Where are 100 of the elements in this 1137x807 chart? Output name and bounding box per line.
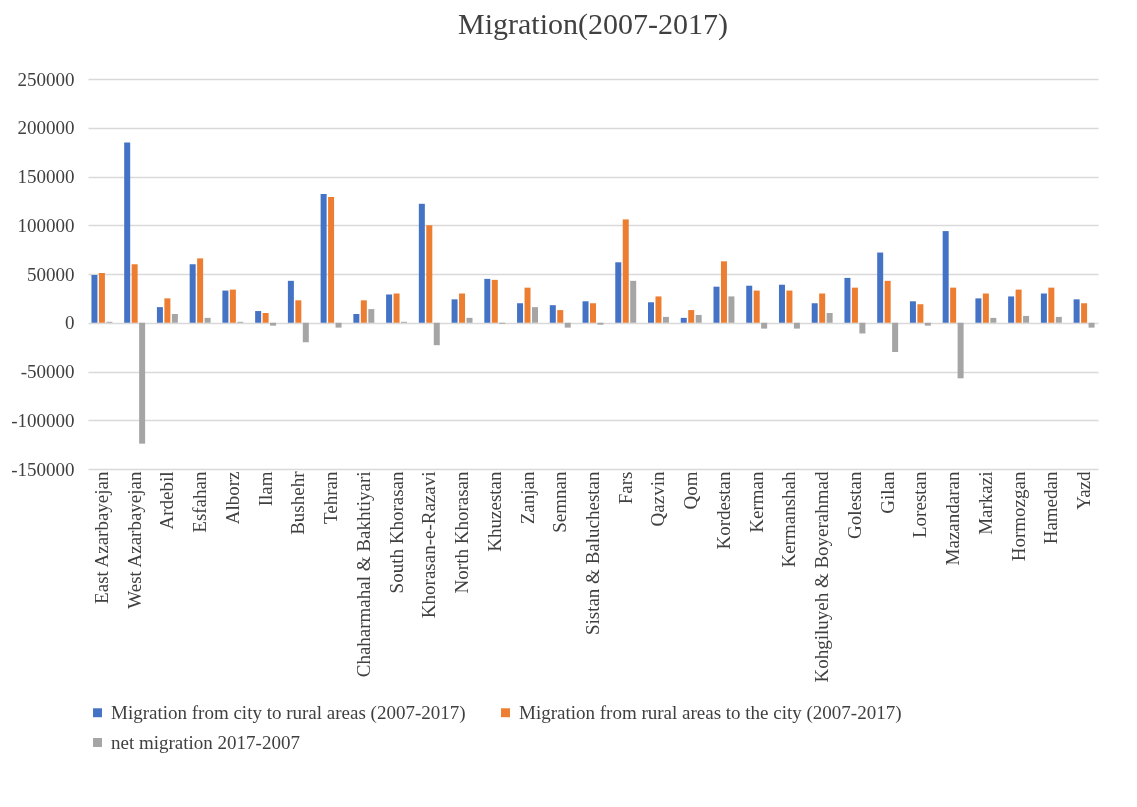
bar bbox=[1055, 316, 1062, 323]
x-tick-label: Qom bbox=[680, 471, 702, 510]
x-tick-label: Hamedan bbox=[1040, 471, 1062, 545]
bar bbox=[287, 280, 294, 323]
x-tick-label: Hormozgan bbox=[1007, 471, 1029, 562]
y-tick-label: -100000 bbox=[11, 409, 75, 431]
y-tick-label: 0 bbox=[65, 312, 75, 334]
bar bbox=[204, 317, 211, 323]
bar bbox=[131, 264, 138, 323]
y-tick-label: 250000 bbox=[17, 68, 75, 90]
bar bbox=[1015, 289, 1022, 323]
bar bbox=[491, 279, 498, 323]
bar bbox=[156, 307, 163, 323]
bar bbox=[433, 322, 440, 346]
x-tick-label: Sistan & Baluchestan bbox=[582, 471, 603, 636]
bar bbox=[564, 322, 571, 328]
bar bbox=[761, 322, 768, 329]
bar bbox=[778, 284, 785, 323]
x-tick-label: Gilan bbox=[876, 471, 898, 514]
bar bbox=[590, 303, 596, 323]
bar bbox=[859, 322, 866, 334]
bar bbox=[1048, 287, 1055, 323]
bar bbox=[353, 313, 360, 323]
bar bbox=[924, 322, 931, 326]
bar bbox=[688, 310, 695, 323]
bar bbox=[1040, 293, 1047, 323]
bar bbox=[909, 301, 916, 323]
x-tick-label: Tehran bbox=[320, 471, 342, 524]
bar bbox=[255, 311, 262, 323]
legend-label: Migration from rural areas to the city (2007-2017) bbox=[519, 701, 902, 724]
y-tick-label: 150000 bbox=[17, 166, 75, 187]
bar bbox=[531, 307, 538, 323]
bar bbox=[466, 317, 473, 323]
bar bbox=[139, 322, 146, 444]
bar bbox=[418, 203, 425, 323]
bar bbox=[335, 322, 342, 328]
x-tick-label: Bushehr bbox=[287, 470, 309, 535]
x-tick-label: East Azarbayejan bbox=[90, 471, 112, 604]
y-tick-label: 100000 bbox=[17, 214, 75, 236]
x-tick-label: South Khorasan bbox=[385, 471, 407, 594]
bar bbox=[793, 322, 800, 329]
bar bbox=[786, 290, 793, 323]
bar bbox=[746, 285, 753, 323]
bar bbox=[557, 310, 564, 323]
x-tick-label: Fars bbox=[614, 471, 636, 505]
x-tick-label: Khorasan-e-Razavi bbox=[418, 471, 440, 619]
bar bbox=[386, 294, 393, 323]
y-tick-label: 50000 bbox=[27, 263, 75, 285]
bar bbox=[360, 300, 367, 323]
bar bbox=[171, 313, 178, 323]
x-tick-label: Ardebil bbox=[156, 471, 178, 530]
bar bbox=[695, 314, 702, 323]
bar bbox=[728, 296, 735, 323]
bar bbox=[459, 293, 466, 323]
bar bbox=[957, 322, 964, 379]
bar bbox=[851, 287, 858, 323]
bar bbox=[877, 252, 884, 323]
bar bbox=[720, 261, 727, 323]
y-tick-label: 200000 bbox=[17, 117, 75, 139]
bar bbox=[975, 298, 982, 323]
bar bbox=[1023, 315, 1030, 323]
bar bbox=[189, 264, 196, 323]
y-tick-label: -50000 bbox=[20, 361, 75, 382]
x-tick-label: Golestan bbox=[843, 471, 865, 540]
bar bbox=[826, 313, 833, 323]
bar bbox=[680, 317, 687, 323]
bar bbox=[91, 274, 98, 323]
bar bbox=[615, 262, 622, 323]
bar bbox=[622, 219, 629, 323]
bar bbox=[811, 303, 818, 323]
bar bbox=[662, 316, 669, 323]
x-tick-label: North Khorasan bbox=[451, 471, 473, 594]
x-tick-label: Yazd bbox=[1073, 471, 1095, 510]
bar bbox=[426, 225, 433, 323]
bar bbox=[982, 293, 989, 323]
bar bbox=[884, 280, 891, 323]
bar bbox=[328, 196, 335, 323]
x-tick-label: Zanjan bbox=[516, 471, 538, 525]
bar bbox=[844, 277, 851, 323]
x-tick-label: Khuzestan bbox=[483, 471, 505, 552]
x-tick-label: Esfahan bbox=[189, 471, 211, 533]
bar bbox=[892, 322, 899, 352]
bar bbox=[270, 322, 277, 326]
bar bbox=[524, 287, 531, 323]
bar bbox=[222, 290, 229, 323]
bar bbox=[517, 303, 524, 323]
x-tick-label: Semnan bbox=[549, 471, 571, 533]
bar bbox=[917, 304, 924, 323]
bar bbox=[368, 309, 375, 323]
bar bbox=[164, 298, 171, 323]
bar bbox=[942, 231, 949, 323]
bar bbox=[655, 296, 662, 323]
bar bbox=[990, 317, 997, 323]
bar bbox=[1081, 303, 1088, 323]
chart-title: Migration(2007-2017) bbox=[458, 7, 728, 41]
bar bbox=[713, 286, 720, 323]
x-tick-label: Kermanshah bbox=[778, 471, 800, 568]
x-tick-label: Chaharmahal & Bakhtiyari bbox=[352, 471, 374, 678]
bar bbox=[630, 280, 637, 323]
bar bbox=[1073, 299, 1080, 323]
